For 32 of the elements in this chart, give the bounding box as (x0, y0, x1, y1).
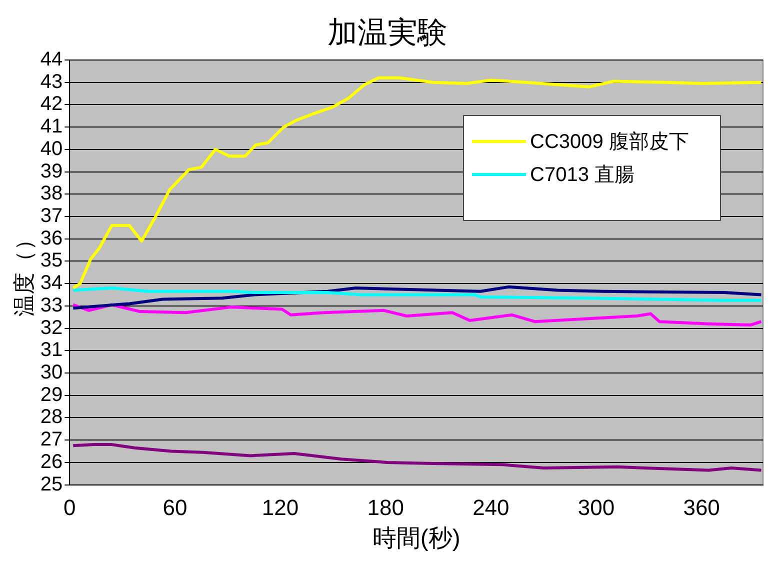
x-tick-label: 240 (472, 495, 510, 520)
y-tick-label: 26 (40, 450, 63, 473)
legend-label: C7013 直腸 (530, 163, 634, 188)
y-tick-label: 41 (40, 116, 63, 138)
y-tick-label: 39 (40, 160, 63, 182)
y-tick-label: 31 (40, 339, 63, 362)
x-tick-label: 0 (64, 495, 76, 520)
y-tick-label: 37 (40, 205, 63, 228)
y-tick-label: 42 (40, 93, 63, 116)
x-tick-label: 120 (262, 495, 299, 520)
legend-label: CC3009 腹部皮下 (530, 130, 689, 155)
x-tick-label: 360 (683, 495, 720, 520)
y-axis-title: 温度（） (11, 228, 36, 316)
x-tick-label: 300 (578, 495, 615, 520)
y-tick-label: 27 (40, 428, 63, 451)
y-tick-label: 29 (40, 384, 63, 406)
chart-title: 加温実験 (328, 16, 448, 50)
y-tick-label: 44 (40, 48, 63, 71)
y-tick-label: 28 (40, 406, 63, 428)
y-tick-label: 30 (40, 362, 63, 384)
y-tick-label: 35 (40, 250, 63, 272)
y-tick-label: 34 (40, 272, 63, 294)
y-tick-label: 25 (40, 473, 63, 496)
y-tick-label: 40 (40, 138, 63, 160)
y-tick-label: 36 (40, 227, 63, 250)
x-axis-title: 時間(秒) (372, 525, 460, 552)
x-tick-label: 60 (162, 495, 188, 520)
y-tick-label: 43 (40, 70, 63, 93)
y-tick-label: 32 (40, 316, 63, 339)
y-tick-label: 38 (40, 182, 63, 205)
y-tick-label: 33 (40, 294, 63, 316)
x-tick-label: 180 (367, 495, 404, 520)
